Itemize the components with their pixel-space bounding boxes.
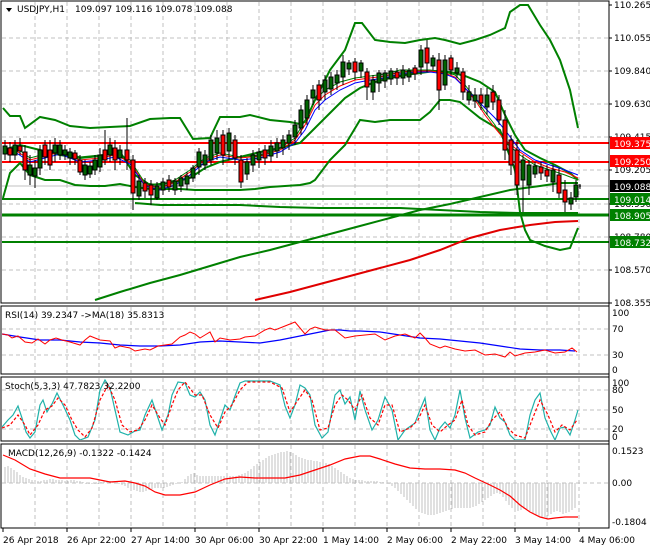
- ma-long-red: [254, 220, 579, 301]
- price-tick: 110.265: [614, 1, 650, 11]
- stochastic-pane[interactable]: Stoch(5,3,3) 47.7823 32.2200: [0, 376, 610, 442]
- time-tick: 2 May 06:00: [387, 536, 443, 546]
- level-tag-108905: 108.905: [610, 209, 650, 222]
- time-tick: 30 Apr 06:00: [195, 536, 254, 546]
- svg-text:109.014: 109.014: [614, 196, 650, 206]
- price-tick: 109.630: [614, 100, 650, 110]
- time-tick: 26 Apr 2018: [3, 536, 59, 546]
- macd-signal-line: [2, 454, 578, 520]
- macd-label: MACD(12,26,9) -0.1322 -0.1424: [8, 449, 152, 459]
- rsi-tick: 70: [612, 325, 624, 335]
- current-price-tag: 109.088: [610, 180, 650, 193]
- ohlc-values: 109.097 109.116 109.078 109.088: [75, 5, 233, 15]
- time-tick: 1 May 14:00: [323, 536, 379, 546]
- price-tick: 109.840: [614, 67, 650, 77]
- svg-text:109.250: 109.250: [614, 158, 650, 168]
- svg-text:108.732: 108.732: [614, 239, 650, 249]
- rsi-axis: 100 70 30 0: [612, 309, 629, 376]
- rsi-tick: 100: [612, 309, 629, 319]
- macd-tick: 0.00: [612, 479, 632, 489]
- candlesticks[interactable]: [2, 40, 581, 212]
- triangle-down-icon[interactable]: [6, 8, 12, 12]
- time-tick: 27 Apr 14:00: [131, 536, 190, 546]
- macd-tick: 0.1523: [612, 447, 644, 457]
- time-axis[interactable]: 26 Apr 2018 26 Apr 22:00 27 Apr 14:00 30…: [2, 528, 635, 546]
- rsi-line: [2, 321, 578, 358]
- rsi-pane[interactable]: RSI(14) 39.2347 ->MA(18) 35.8313: [0, 305, 610, 375]
- ma-long-green: [94, 182, 578, 301]
- stoch-axis: 100 80 50 20 0: [612, 379, 629, 443]
- svg-text:109.088: 109.088: [614, 183, 650, 193]
- time-tick: 2 May 22:00: [451, 536, 507, 546]
- symbol-label: USDJPY,H1: [17, 5, 65, 15]
- macd-axis: 0.1523 0.00 -0.1804: [612, 447, 647, 528]
- chart-header: USDJPY,H1 109.097 109.116 109.078 109.08…: [6, 5, 233, 15]
- macd-tick: -0.1804: [612, 518, 647, 528]
- stoch-tick: 0: [612, 433, 618, 443]
- rsi-ma-line: [2, 329, 576, 352]
- stoch-tick: 80: [612, 386, 624, 396]
- stoch-tick: 100: [612, 379, 629, 389]
- time-tick: 30 Apr 22:00: [259, 536, 318, 546]
- level-tag-109250: 109.250: [610, 155, 650, 168]
- stoch-d-line: [2, 381, 578, 439]
- price-tick: 110.055: [614, 34, 650, 44]
- level-tag-108732: 108.732: [610, 236, 650, 249]
- price-tick: 109.205: [614, 166, 650, 176]
- time-tick: 26 Apr 22:00: [67, 536, 126, 546]
- time-tick: 3 May 14:00: [515, 536, 571, 546]
- price-axis[interactable]: 110.265 110.055 109.840 109.630 109.415 …: [608, 1, 650, 528]
- stoch-label: Stoch(5,3,3) 47.7823 32.2200: [5, 382, 141, 392]
- time-tick: 4 May 06:00: [579, 536, 635, 546]
- svg-text:108.905: 108.905: [614, 212, 650, 222]
- macd-pane[interactable]: MACD(12,26,9) -0.1322 -0.1424: [0, 443, 610, 529]
- price-tick: 108.570: [614, 266, 650, 276]
- svg-text:109.375: 109.375: [614, 140, 650, 150]
- stoch-tick: 50: [612, 406, 624, 416]
- main-price-pane[interactable]: USDJPY,H1 109.097 109.116 109.078 109.08…: [0, 0, 610, 304]
- level-tag-109014: 109.014: [610, 193, 650, 206]
- price-tick: 108.355: [614, 299, 650, 309]
- level-tag-109375: 109.375: [610, 137, 650, 150]
- stoch-tick: 20: [612, 425, 624, 435]
- rsi-tick: 30: [612, 351, 624, 361]
- rsi-label: RSI(14) 39.2347 ->MA(18) 35.8313: [5, 311, 164, 321]
- rsi-tick: 0: [612, 366, 618, 376]
